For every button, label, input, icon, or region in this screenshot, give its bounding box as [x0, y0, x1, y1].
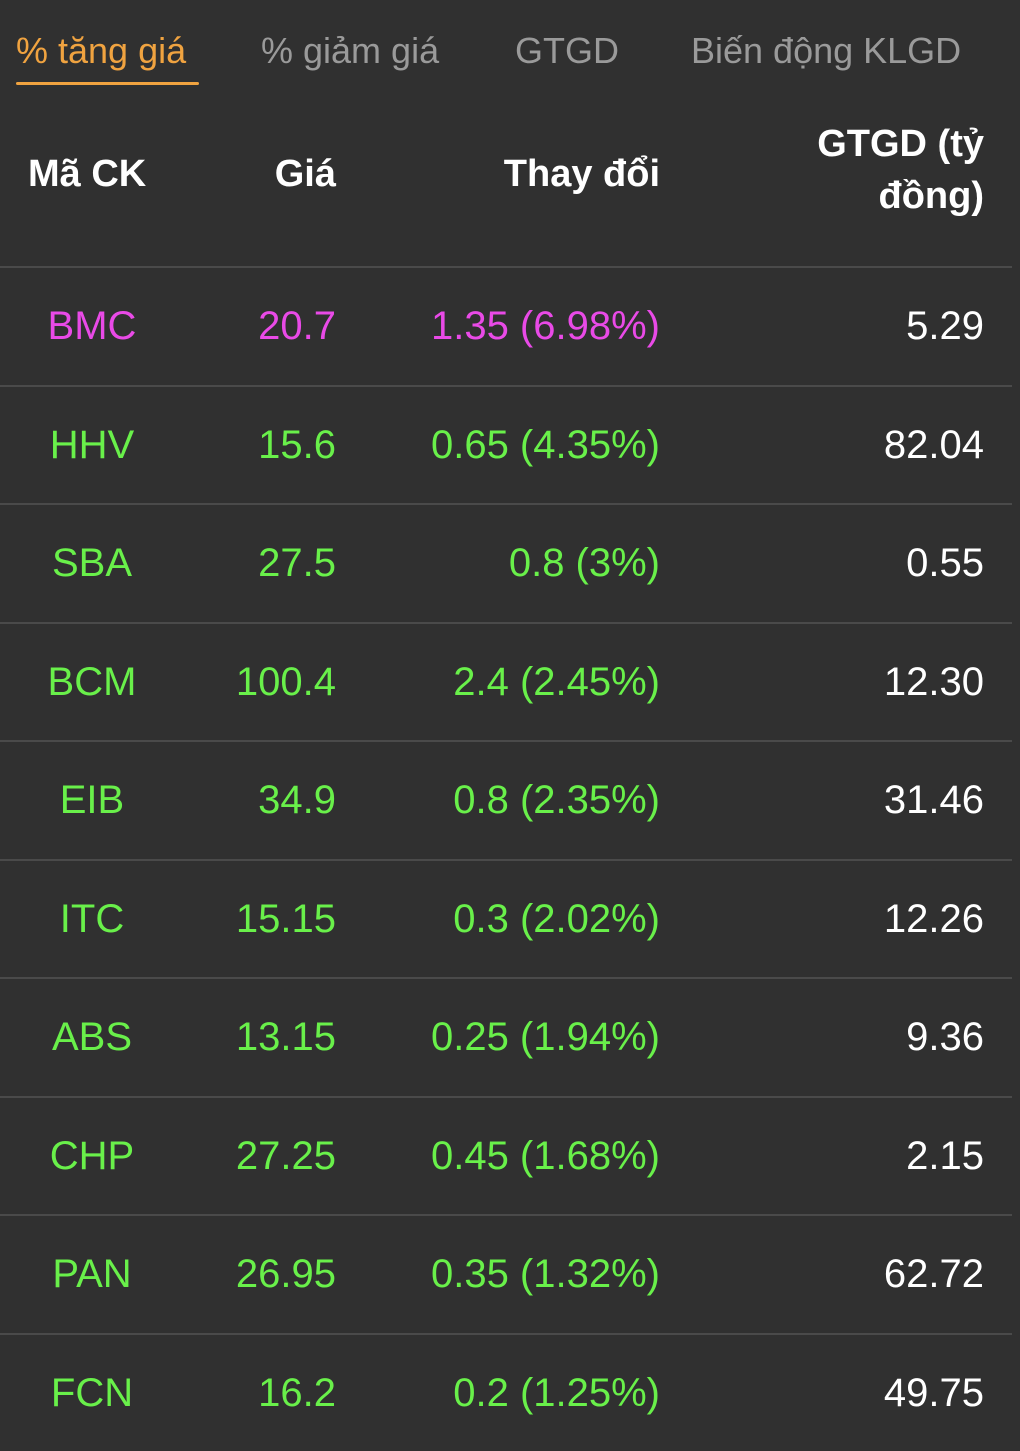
tab-trading-value[interactable]: GTGD [515, 30, 619, 72]
stock-trading-value: 12.26 [884, 861, 984, 977]
stock-trading-value: 9.36 [906, 979, 984, 1095]
stock-table: Mã CK Giá Thay đổi GTGD (tỷ đồng) BMC 20.… [0, 92, 1012, 1451]
table-row[interactable]: ITC 15.15 0.3 (2.02%) 12.26 [0, 861, 1012, 980]
tab-top-gainers[interactable]: % tăng giá [16, 30, 186, 72]
stock-trading-value: 2.15 [906, 1098, 984, 1214]
stock-code: ITC [0, 861, 184, 977]
stock-change: 0.25 (1.94%) [431, 979, 660, 1095]
stock-price: 100.4 [236, 624, 336, 740]
table-row[interactable]: ABS 13.15 0.25 (1.94%) 9.36 [0, 979, 1012, 1098]
stock-trading-value: 49.75 [884, 1335, 984, 1451]
stock-trading-value: 12.30 [884, 624, 984, 740]
stock-code: PAN [0, 1216, 184, 1332]
stock-price: 15.15 [236, 861, 336, 977]
stock-price: 26.95 [236, 1216, 336, 1332]
stock-change: 0.3 (2.02%) [453, 861, 660, 977]
stock-trading-value: 31.46 [884, 742, 984, 858]
stock-change: 0.8 (2.35%) [453, 742, 660, 858]
stock-change: 0.8 (3%) [509, 505, 660, 621]
tab-volume-change[interactable]: Biến động KLGD [691, 30, 961, 72]
table-row[interactable]: FCN 16.2 0.2 (1.25%) 49.75 [0, 1335, 1012, 1451]
stock-trading-value: 82.04 [884, 387, 984, 503]
header-trading-value[interactable]: GTGD (tỷ đồng) [754, 118, 984, 222]
header-trading-value-line2: đồng) [754, 170, 984, 222]
stock-trading-value: 5.29 [906, 268, 984, 384]
header-trading-value-line1: GTGD (tỷ [754, 118, 984, 170]
stock-code: FCN [0, 1335, 184, 1451]
stock-change: 2.4 (2.45%) [453, 624, 660, 740]
stock-code: BMC [0, 268, 184, 384]
stock-change: 1.35 (6.98%) [431, 268, 660, 384]
table-row[interactable]: BMC 20.7 1.35 (6.98%) 5.29 [0, 268, 1012, 387]
stock-price: 20.7 [258, 268, 336, 384]
table-row[interactable]: PAN 26.95 0.35 (1.32%) 62.72 [0, 1216, 1012, 1335]
stock-change: 0.2 (1.25%) [453, 1335, 660, 1451]
table-header: Mã CK Giá Thay đổi GTGD (tỷ đồng) [0, 92, 1012, 268]
table-row[interactable]: EIB 34.9 0.8 (2.35%) 31.46 [0, 742, 1012, 861]
stock-code: BCM [0, 624, 184, 740]
stock-change: 0.35 (1.32%) [431, 1216, 660, 1332]
stock-price: 27.25 [236, 1098, 336, 1214]
stock-price: 15.6 [258, 387, 336, 503]
table-row[interactable]: CHP 27.25 0.45 (1.68%) 2.15 [0, 1098, 1012, 1217]
stock-code: CHP [0, 1098, 184, 1214]
table-body: BMC 20.7 1.35 (6.98%) 5.29 HHV 15.6 0.65 (4.35… [0, 268, 1012, 1451]
stock-change: 0.65 (4.35%) [431, 387, 660, 503]
stock-code: SBA [0, 505, 184, 621]
stock-price: 16.2 [258, 1335, 336, 1451]
tab-top-losers[interactable]: % giảm giá [261, 30, 439, 72]
header-code[interactable]: Mã CK [28, 148, 146, 200]
stock-change: 0.45 (1.68%) [431, 1098, 660, 1214]
tab-bar: % tăng giá % giảm giá GTGD Biến động KLG… [0, 0, 1020, 92]
stock-trading-value: 0.55 [906, 505, 984, 621]
table-row[interactable]: HHV 15.6 0.65 (4.35%) 82.04 [0, 387, 1012, 506]
header-change[interactable]: Thay đổi [504, 148, 660, 200]
stock-code: EIB [0, 742, 184, 858]
active-tab-indicator [16, 82, 199, 85]
header-price[interactable]: Giá [275, 148, 336, 200]
stock-price: 27.5 [258, 505, 336, 621]
stock-price: 34.9 [258, 742, 336, 858]
table-row[interactable]: BCM 100.4 2.4 (2.45%) 12.30 [0, 624, 1012, 743]
stock-price: 13.15 [236, 979, 336, 1095]
stock-code: HHV [0, 387, 184, 503]
table-row[interactable]: SBA 27.5 0.8 (3%) 0.55 [0, 505, 1012, 624]
stock-trading-value: 62.72 [884, 1216, 984, 1332]
stock-code: ABS [0, 979, 184, 1095]
